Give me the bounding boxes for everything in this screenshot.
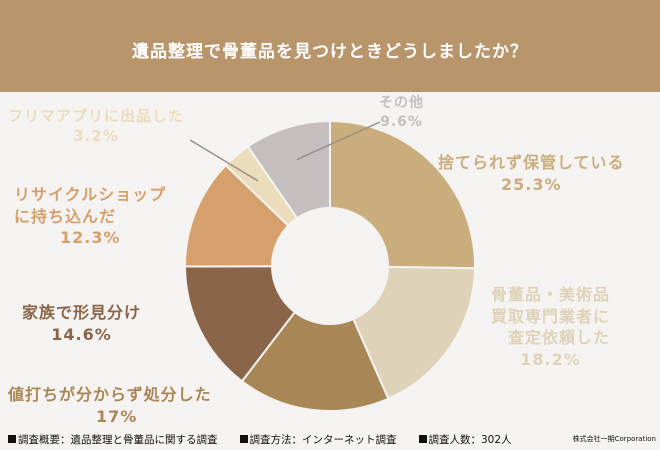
label-flea-pct: 3.2%: [73, 127, 119, 146]
pie-slice-6: [246, 119, 331, 220]
label-recycle-line1: リサイクルショップ: [14, 185, 167, 204]
footer-method-text: 調査方法：インターネット調査: [249, 433, 397, 446]
label-appraise-pct: 18.2%: [520, 349, 581, 369]
label-recycle: リサイクルショップ に持ち込んだ 12.3%: [14, 184, 166, 249]
leader-line-6: [296, 121, 381, 161]
label-hold-pct: 25.3%: [501, 174, 562, 194]
label-family-text: 家族で形見分け: [22, 303, 142, 322]
label-dispose-text: 値打ちが分からず処分した: [8, 385, 212, 404]
square-bullet-icon: [8, 435, 16, 443]
label-other-text: その他: [379, 95, 424, 111]
label-hold-text: 捨てられず保管している: [438, 153, 625, 172]
pie-slice-0: [329, 119, 476, 270]
label-other: その他 9.6%: [379, 94, 424, 132]
label-family-pct: 14.6%: [51, 324, 112, 344]
label-recycle-pct: 12.3%: [60, 228, 121, 248]
chart-title: 遺品整理で骨董品を見つけときどうしましたか？: [132, 41, 528, 62]
label-dispose: 値打ちが分からず処分した 17%: [8, 384, 212, 427]
footer-method: 調査方法：インターネット調査: [239, 432, 397, 447]
survey-footer: 調査概要：遺品整理と骨董品に関する調査 調査方法：インターネット調査 調査人数：…: [8, 430, 658, 448]
label-recycle-line2: に持ち込んだ: [14, 206, 117, 226]
label-dispose-pct: 17%: [96, 406, 138, 426]
label-appraise-line2: 買取専門業者に: [491, 306, 611, 326]
square-bullet-icon: [239, 435, 248, 443]
pie-slice-3: [183, 265, 297, 383]
footer-brand: 株式会社一期Corporation: [572, 435, 656, 443]
label-family: 家族で形見分け 14.6%: [22, 302, 141, 345]
footer-overview: 調査概要：遺品整理と骨董品に関する調査: [8, 432, 218, 447]
label-hold: 捨てられず保管している 25.3%: [438, 152, 625, 195]
footer-overview-text: 調査概要：遺品整理と骨董品に関する調査: [18, 433, 218, 446]
leader-line-5: [189, 139, 259, 182]
square-bullet-icon: [418, 435, 427, 443]
label-appraise-line1: 骨董品・美術品: [491, 285, 611, 304]
label-appraise-line3: 査定依頼した: [508, 328, 611, 348]
pie-slice-1: [352, 265, 476, 401]
label-flea: フリマアプリに出品した 3.2%: [8, 106, 184, 147]
label-appraise: 骨董品・美術品 買取専門業者に 査定依頼した 18.2%: [491, 284, 610, 370]
label-flea-text: フリマアプリに出品した: [8, 107, 185, 125]
footer-count: 調査人数：302人: [418, 432, 512, 447]
header-banner: 遺品整理で骨董品を見つけときどうしましたか？: [0, 0, 660, 92]
pie-slice-2: [240, 310, 390, 412]
footer-count-text: 調査人数：302人: [428, 433, 512, 446]
label-other-pct: 9.6%: [380, 113, 423, 130]
